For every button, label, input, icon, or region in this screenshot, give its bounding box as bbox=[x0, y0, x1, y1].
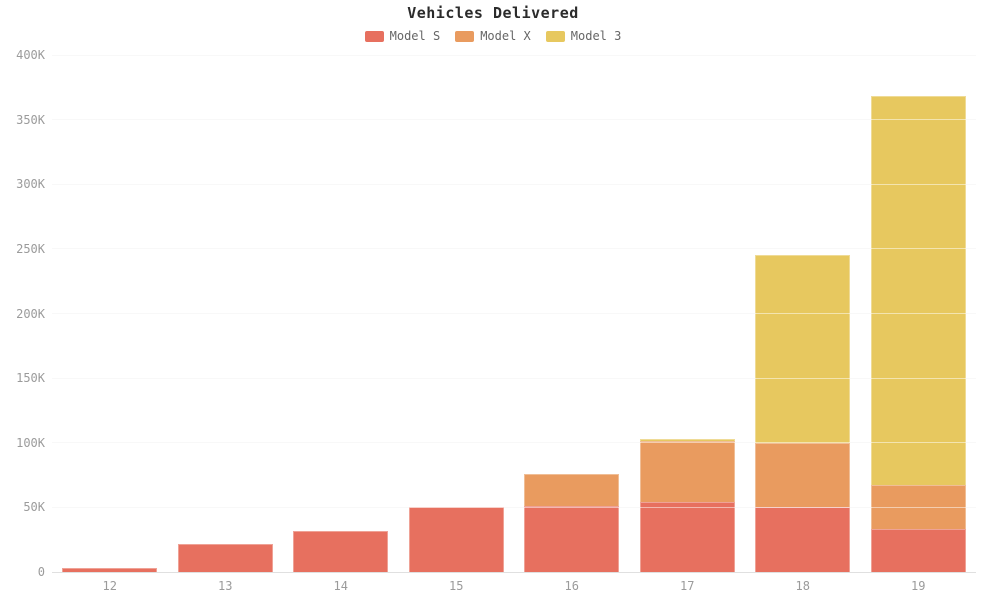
bar-group-19 bbox=[861, 96, 977, 572]
legend-item-model-x[interactable]: Model X bbox=[455, 29, 531, 43]
legend-item-model-s[interactable]: Model S bbox=[364, 29, 441, 43]
x-axis-tick-label: 18 bbox=[795, 579, 810, 593]
y-axis-tick-label: 100K bbox=[16, 435, 45, 450]
legend-item-model-3[interactable]: Model 3 bbox=[545, 29, 622, 43]
y-axis-tick-label: 150K bbox=[16, 371, 45, 386]
bar-segment-model-x-17 bbox=[639, 441, 735, 503]
y-axis-tick-label: 400K bbox=[16, 48, 45, 62]
chart-title: Vehicles Delivered bbox=[407, 4, 579, 22]
bar-segment-model-3-17 bbox=[639, 438, 735, 442]
bar-segment-model-s-16 bbox=[524, 506, 620, 572]
y-axis-tick-label: 50K bbox=[23, 500, 45, 515]
x-axis-tick-label: 15 bbox=[449, 579, 464, 593]
gridline bbox=[52, 183, 976, 185]
bar-segment-model-3-19 bbox=[870, 96, 966, 486]
y-axis-tick-label: 0 bbox=[37, 565, 45, 579]
bar-group-14 bbox=[283, 530, 399, 572]
x-axis-tick-label: 13 bbox=[218, 579, 233, 593]
bar-segment-model-s-13 bbox=[177, 543, 273, 572]
gridline bbox=[52, 248, 976, 250]
y-axis-tick-label: 300K bbox=[16, 177, 45, 192]
x-axis-tick-label: 17 bbox=[680, 579, 695, 593]
x-axis-tick-label: 12 bbox=[102, 579, 117, 593]
bar-group-18 bbox=[745, 255, 861, 572]
legend-swatch-model-x bbox=[455, 30, 475, 42]
gridline bbox=[52, 119, 976, 121]
bar-segment-model-s-17 bbox=[639, 502, 735, 572]
bar-segment-model-x-19 bbox=[870, 485, 966, 530]
x-axis-tick-label: 19 bbox=[911, 579, 926, 593]
bar-segment-model-s-19 bbox=[870, 529, 966, 572]
plot-area bbox=[52, 54, 977, 573]
y-axis-tick-label: 200K bbox=[16, 306, 45, 321]
bar-segment-model-x-16 bbox=[524, 473, 620, 507]
bar-segment-model-s-12 bbox=[62, 568, 158, 572]
legend: Model S Model X Model 3 bbox=[0, 29, 986, 43]
bar-group-12 bbox=[52, 568, 168, 572]
bar-segment-model-s-18 bbox=[755, 507, 851, 572]
legend-label: Model S bbox=[389, 29, 441, 43]
bar-segment-model-s-14 bbox=[293, 530, 389, 572]
bar-group-17 bbox=[630, 438, 746, 572]
legend-label: Model 3 bbox=[570, 29, 622, 43]
x-axis-baseline bbox=[52, 571, 976, 573]
legend-swatch-model-s bbox=[364, 30, 384, 42]
bar-group-16 bbox=[514, 473, 630, 572]
bar-group-15 bbox=[399, 507, 515, 572]
y-axis-tick-label: 250K bbox=[16, 241, 45, 256]
y-axis-tick-label: 350K bbox=[16, 112, 45, 127]
gridline bbox=[52, 54, 976, 56]
legend-swatch-model-3 bbox=[545, 30, 565, 42]
bar-segment-model-s-15 bbox=[408, 507, 504, 572]
legend-label: Model X bbox=[480, 29, 531, 43]
bar-group-13 bbox=[168, 543, 284, 572]
x-axis-tick-label: 14 bbox=[333, 579, 348, 593]
x-axis-tick-label: 16 bbox=[564, 579, 579, 593]
bar-segment-model-3-18 bbox=[755, 255, 851, 443]
bar-segment-model-x-18 bbox=[755, 442, 851, 508]
